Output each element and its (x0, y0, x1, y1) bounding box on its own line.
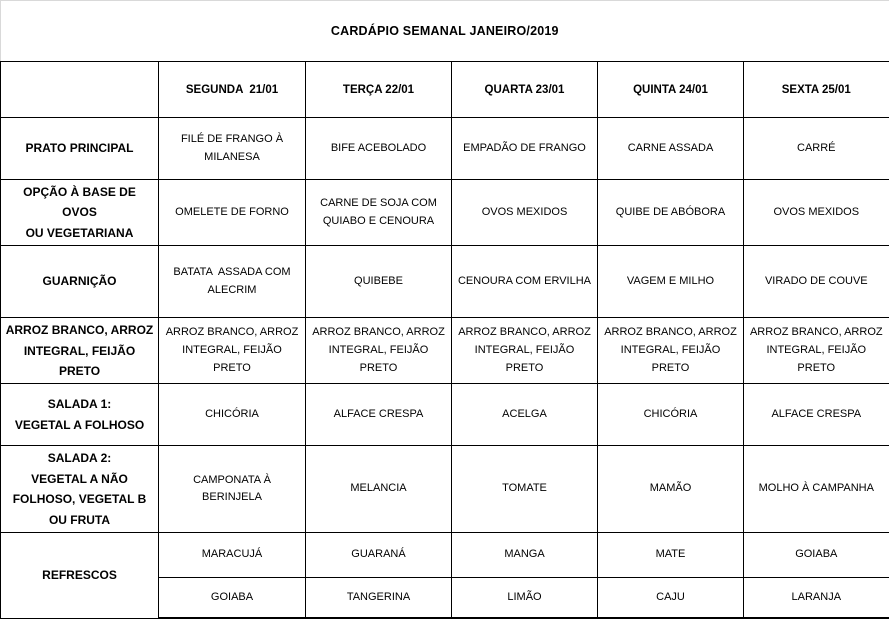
menu-cell: OVOS MEXIDOS (452, 180, 598, 246)
menu-cell: GUARANÁ (306, 532, 452, 577)
table-row: SALADA 1: VEGETAL A FOLHOSO CHICÓRIA ALF… (1, 384, 889, 446)
menu-cell: ARROZ BRANCO, ARROZ INTEGRAL, FEIJÃO PRE… (744, 318, 889, 384)
table-row: PRATO PRINCIPAL FILÉ DE FRANGO À MILANES… (1, 118, 889, 180)
menu-cell: CAJU (598, 577, 744, 618)
menu-cell: MANGA (452, 532, 598, 577)
row-label-salada-2: SALADA 2: VEGETAL A NÃO FOLHOSO, VEGETAL… (1, 446, 159, 533)
table-row: SALADA 2: VEGETAL A NÃO FOLHOSO, VEGETAL… (1, 446, 889, 533)
menu-cell: GOIABA (159, 577, 306, 618)
day-header-quinta: QUINTA 24/01 (598, 62, 744, 118)
day-header-segunda: SEGUNDA 21/01 (159, 62, 306, 118)
title-row: CARDÁPIO SEMANAL JANEIRO/2019 (1, 1, 889, 62)
menu-cell: CHICÓRIA (159, 384, 306, 446)
table-row: ARROZ BRANCO, ARROZ INTEGRAL, FEIJÃO PRE… (1, 318, 889, 384)
day-header-sexta: SEXTA 25/01 (744, 62, 889, 118)
row-label-refrescos: REFRESCOS (1, 532, 159, 618)
menu-cell: MAMÃO (598, 446, 744, 533)
menu-cell: BATATA ASSADA COM ALECRIM (159, 246, 306, 318)
menu-cell: VAGEM E MILHO (598, 246, 744, 318)
day-header-row: SEGUNDA 21/01 TERÇA 22/01 QUARTA 23/01 Q… (1, 62, 889, 118)
menu-cell: OVOS MEXIDOS (744, 180, 889, 246)
menu-cell: TOMATE (452, 446, 598, 533)
menu-cell: OMELETE DE FORNO (159, 180, 306, 246)
menu-cell: ALFACE CRESPA (306, 384, 452, 446)
menu-cell: MOLHO À CAMPANHA (744, 446, 889, 533)
day-header-terca: TERÇA 22/01 (306, 62, 452, 118)
menu-cell: CARRÉ (744, 118, 889, 180)
menu-title: CARDÁPIO SEMANAL JANEIRO/2019 (1, 1, 889, 62)
menu-cell: QUIBEBE (306, 246, 452, 318)
menu-cell: CARNE DE SOJA COM QUIABO E CENOURA (306, 180, 452, 246)
menu-cell: FILÉ DE FRANGO À MILANESA (159, 118, 306, 180)
table-row: OPÇÃO À BASE DE OVOS OU VEGETARIANA OMEL… (1, 180, 889, 246)
row-label-prato-principal: PRATO PRINCIPAL (1, 118, 159, 180)
menu-cell: MATE (598, 532, 744, 577)
menu-cell: ACELGA (452, 384, 598, 446)
table-row: REFRESCOS MARACUJÁ GUARANÁ MANGA MATE GO… (1, 532, 889, 577)
menu-cell: EMPADÃO DE FRANGO (452, 118, 598, 180)
row-label-guarnicao: GUARNIÇÃO (1, 246, 159, 318)
row-label-salada-1: SALADA 1: VEGETAL A FOLHOSO (1, 384, 159, 446)
menu-cell: MARACUJÁ (159, 532, 306, 577)
menu-cell: ARROZ BRANCO, ARROZ INTEGRAL, FEIJÃO PRE… (598, 318, 744, 384)
menu-cell: ARROZ BRANCO, ARROZ INTEGRAL, FEIJÃO PRE… (452, 318, 598, 384)
table-row: GUARNIÇÃO BATATA ASSADA COM ALECRIM QUIB… (1, 246, 889, 318)
row-label-opcao-ovos-vegetariana: OPÇÃO À BASE DE OVOS OU VEGETARIANA (1, 180, 159, 246)
menu-cell: ARROZ BRANCO, ARROZ INTEGRAL, FEIJÃO PRE… (306, 318, 452, 384)
day-header-quarta: QUARTA 23/01 (452, 62, 598, 118)
menu-cell: BIFE ACEBOLADO (306, 118, 452, 180)
menu-cell: VIRADO DE COUVE (744, 246, 889, 318)
menu-cell: CHICÓRIA (598, 384, 744, 446)
menu-cell: GOIABA (744, 532, 889, 577)
menu-cell: ARROZ BRANCO, ARROZ INTEGRAL, FEIJÃO PRE… (159, 318, 306, 384)
menu-cell: CARNE ASSADA (598, 118, 744, 180)
menu-cell: ALFACE CRESPA (744, 384, 889, 446)
menu-cell: CAMPONATA À BERINJELA (159, 446, 306, 533)
menu-cell: TANGERINA (306, 577, 452, 618)
corner-blank-cell (1, 62, 159, 118)
menu-cell: CENOURA COM ERVILHA (452, 246, 598, 318)
menu-cell: LARANJA (744, 577, 889, 618)
menu-cell: MELANCIA (306, 446, 452, 533)
menu-cell: LIMÃO (452, 577, 598, 618)
row-label-arroz-feijao: ARROZ BRANCO, ARROZ INTEGRAL, FEIJÃO PRE… (1, 318, 159, 384)
menu-cell: QUIBE DE ABÓBORA (598, 180, 744, 246)
